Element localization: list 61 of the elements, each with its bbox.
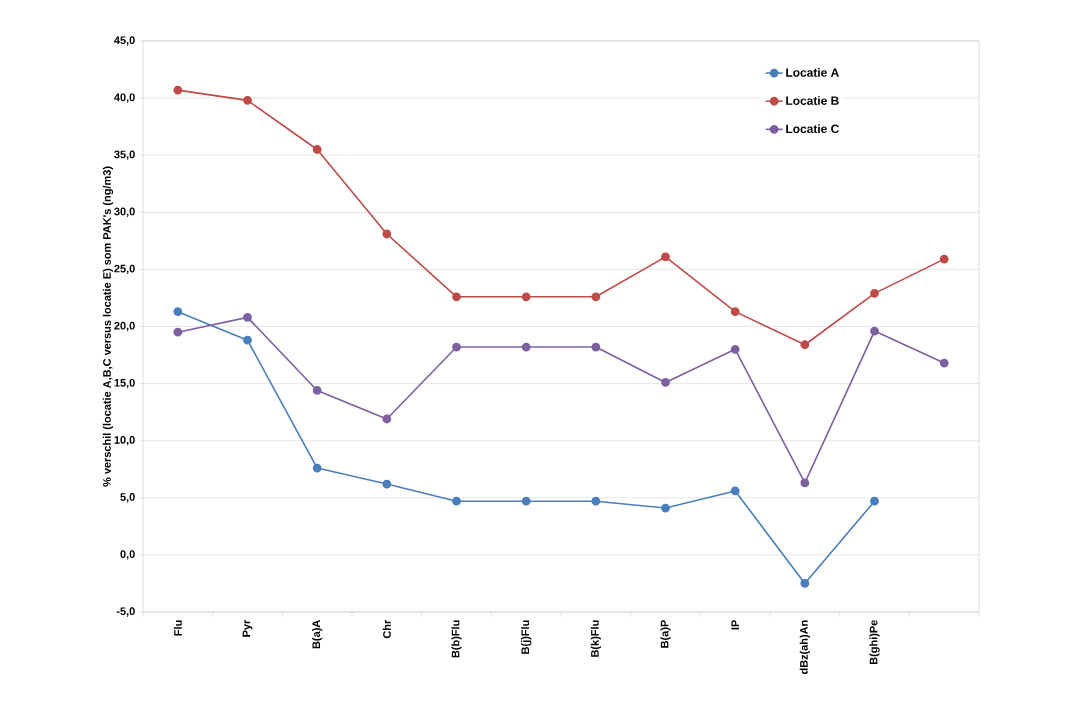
point [730,486,740,496]
point [173,85,183,95]
y-tick-label: 10,0 [114,436,135,446]
point [312,145,322,154]
point [939,358,949,368]
point [730,344,740,354]
x-tick-label: dBz(ah)An [799,620,810,675]
point [312,463,322,473]
x-tick-label: Chr [382,619,391,639]
y-axis-title: % verschil (locatie A,B,C versus locatie E) som PAK's (ng/m3) [102,166,114,487]
y-tick-label: 25,0 [114,264,135,275]
point [661,252,670,262]
y-tick-label: 45,0 [114,36,135,46]
legend-label: Locatie C [786,124,839,134]
point [800,478,810,488]
point [870,496,879,506]
point [173,327,183,337]
point [939,254,949,264]
point [243,335,252,345]
y-tick-label: 5,0 [120,493,135,503]
point [521,292,531,302]
legend-label: Locatie A [786,68,839,77]
y-tick-label: 15,0 [114,378,135,389]
point [800,340,810,350]
x-tick-label: B(ghi)Pe [869,620,880,665]
point [452,496,461,506]
x-tick-label: Pyr [242,619,253,637]
x-tick-label: B(k)Flu [590,620,601,657]
point [591,292,601,302]
point [243,95,252,105]
point [521,342,531,352]
point [591,496,601,506]
x-tick-label: B(b)Flu [451,620,462,658]
point [661,378,670,387]
x-tick-label: IP [731,620,739,630]
x-tick-label: B(j)Flu [521,620,532,654]
point [452,292,461,302]
point [800,579,810,588]
y-tick-label: -5,0 [116,607,135,617]
y-tick-label: 40,0 [114,93,135,103]
x-tick-label: Flu [173,620,182,636]
point [521,496,531,506]
point [312,386,322,395]
y-tick-label: 30,0 [114,207,135,217]
x-tick-label: B(a)P [660,620,671,648]
point [243,312,252,322]
point [591,342,601,352]
x-tick-label: B(a)A [312,620,323,649]
point [382,229,392,239]
point [173,307,183,317]
point [870,326,879,336]
point [661,503,670,513]
point [382,414,392,424]
y-tick-label: 35,0 [114,150,135,160]
point [730,307,740,317]
point [870,288,879,298]
legend-label: Locatie B [786,96,839,105]
point [382,479,392,489]
y-tick-label: 20,0 [114,321,135,332]
point [452,342,461,352]
y-tick-label: 0,0 [120,550,135,560]
